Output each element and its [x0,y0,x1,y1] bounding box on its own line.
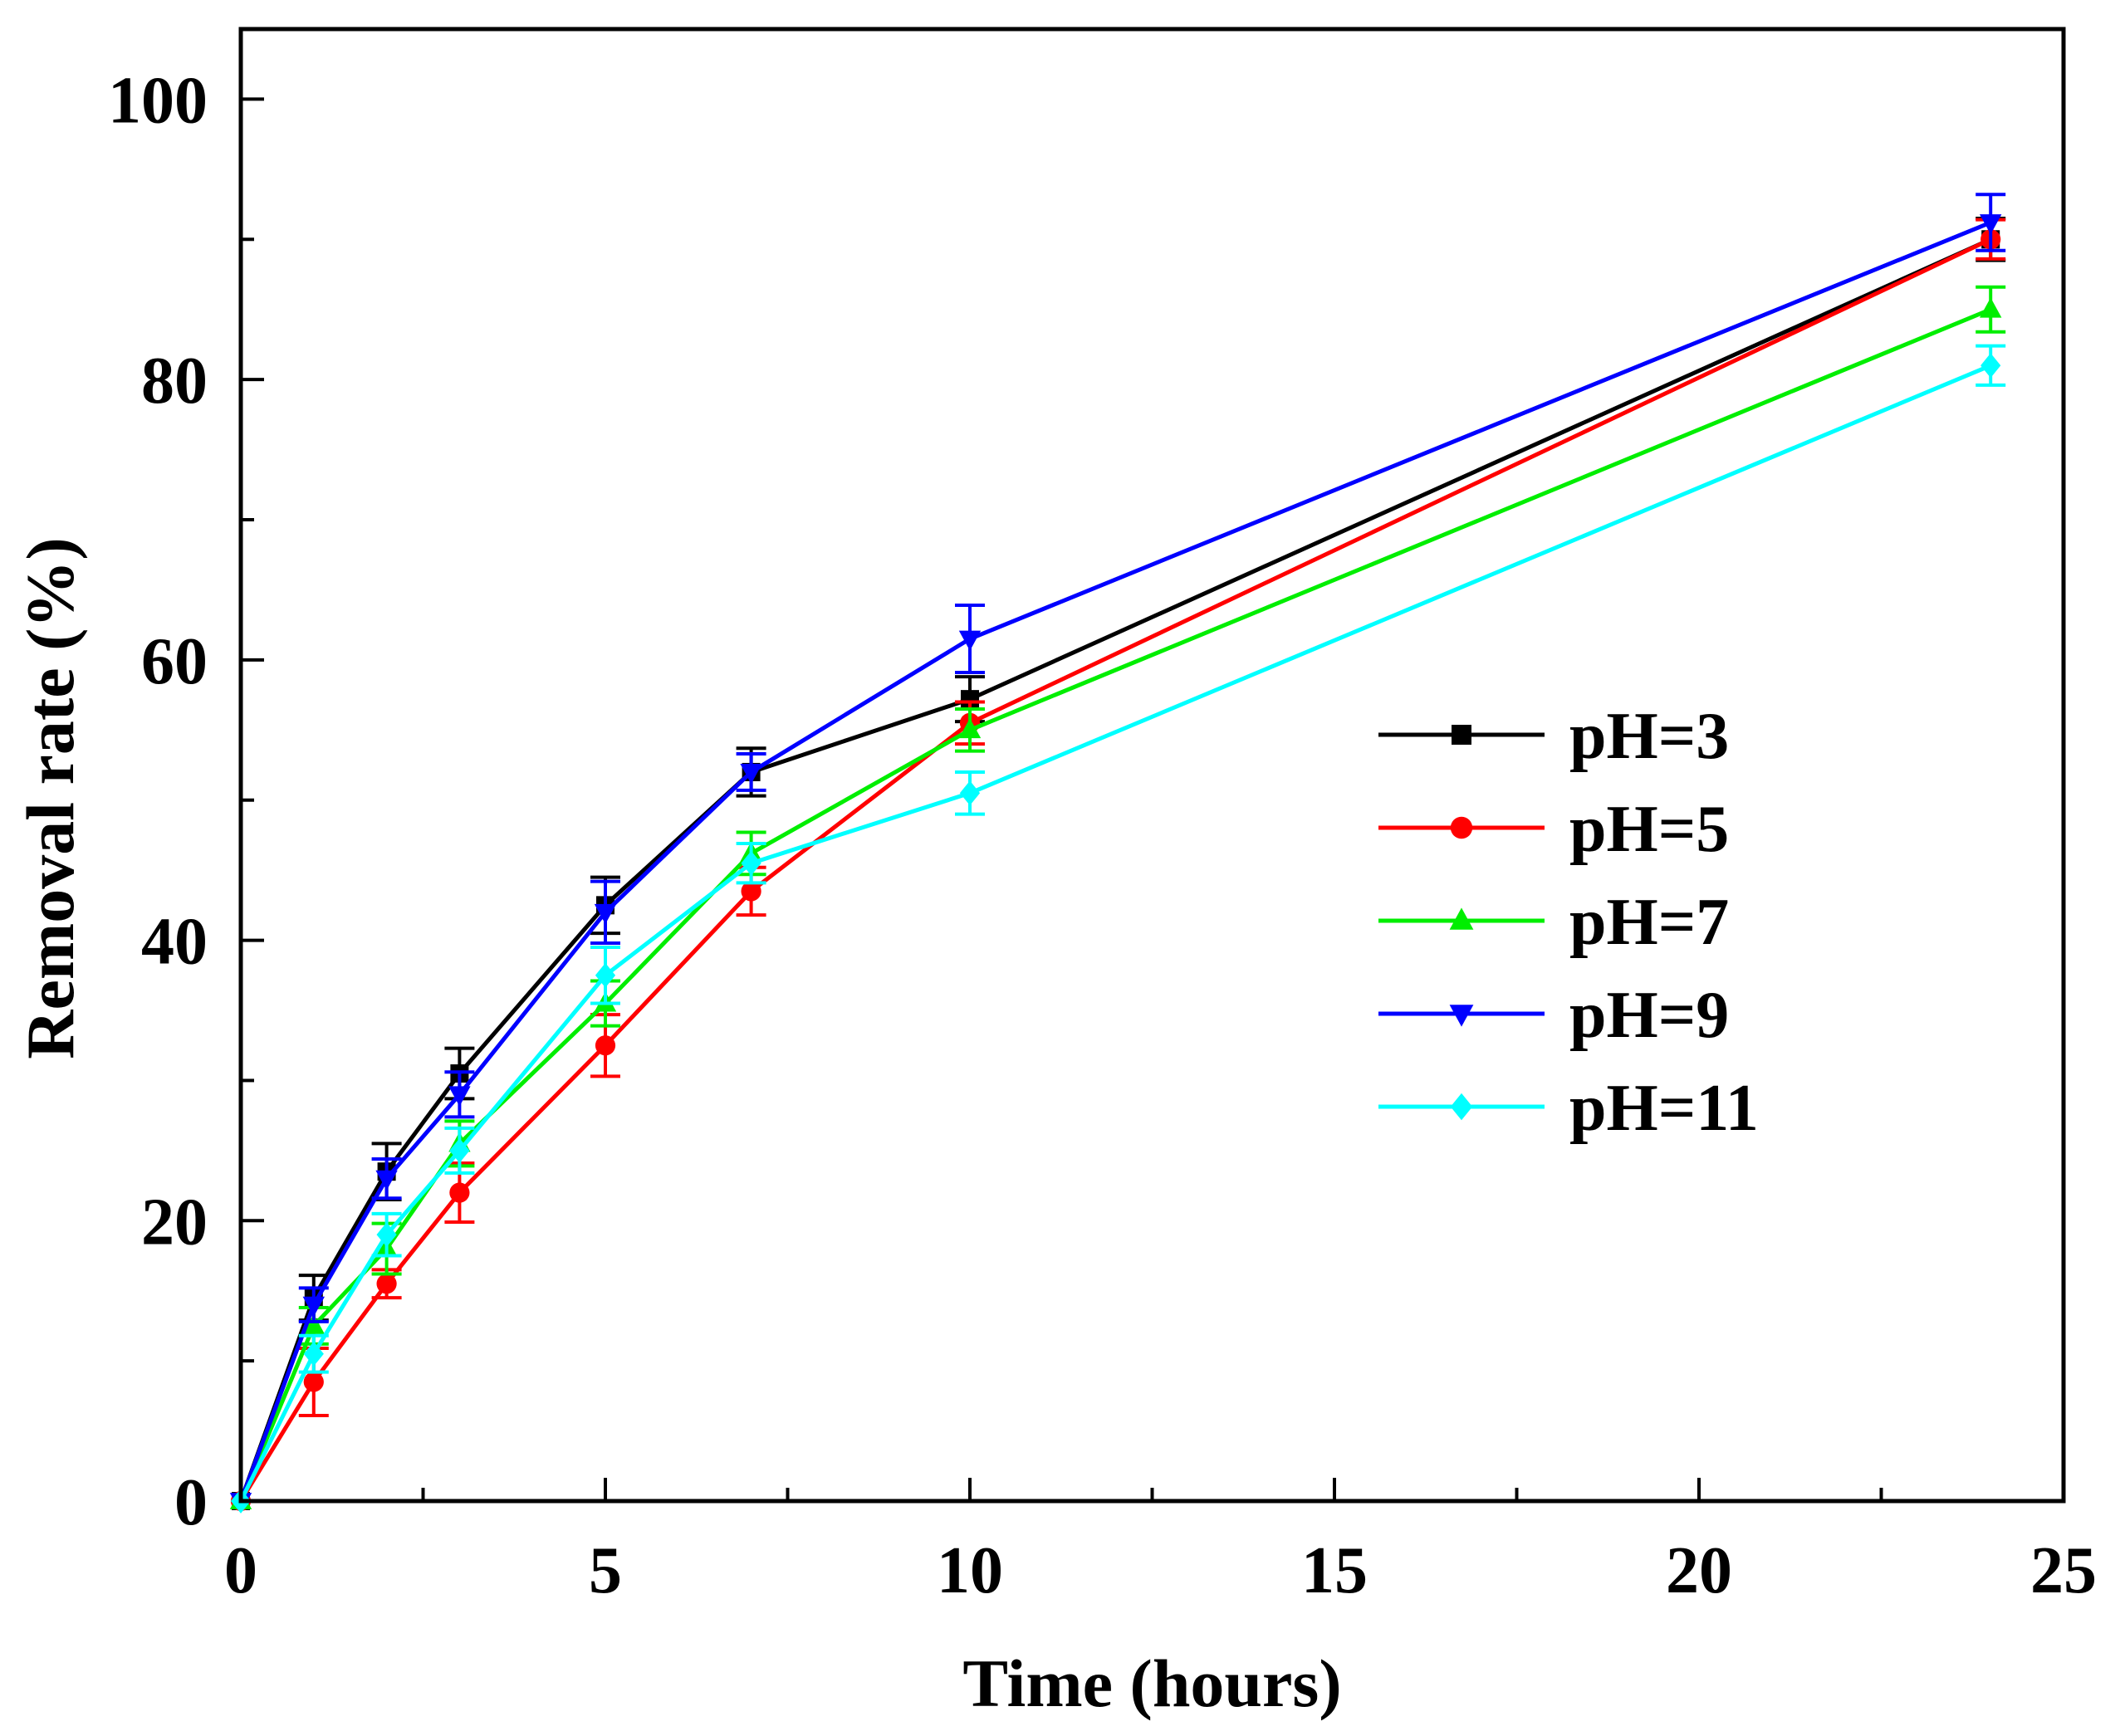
data-point [376,1222,397,1248]
x-axis-title: Time (hours) [962,1646,1341,1721]
legend-item: pH=5 [1378,793,1729,866]
x-tick-label: 20 [1666,1534,1732,1607]
y-tick-label: 80 [141,345,208,418]
legend-item: pH=9 [1378,979,1729,1052]
data-point [303,1341,324,1367]
data-point [448,1086,471,1107]
series-line [238,237,1992,1502]
legend-marker [1450,1093,1473,1121]
y-tick-label: 100 [108,64,208,137]
legend-marker [1449,907,1474,930]
legend-label: pH=3 [1569,700,1729,773]
x-tick-label: 25 [2030,1534,2097,1607]
y-tick-label: 20 [141,1186,208,1259]
data-point [302,1296,325,1317]
data-point [595,962,616,988]
legend-label: pH=11 [1569,1072,1759,1145]
y-tick-label: 40 [141,906,208,979]
data-point [376,1274,397,1294]
series-pH=9 [229,193,2006,1513]
x-tick-label: 10 [937,1534,1003,1607]
data-point [961,690,979,709]
legend-item: pH=7 [1378,886,1729,959]
data-point [959,780,981,806]
y-axis: 0 20 40 60 80 100 [108,64,264,1539]
series-line [238,307,1992,1502]
data-point [375,1170,398,1191]
y-axis-title: Removal rate (%) [12,537,88,1059]
data-point [958,630,982,651]
data-point [449,1138,470,1163]
series-pH=11 [230,344,2006,1513]
data-point [595,1035,616,1056]
legend-item: pH=11 [1378,1072,1759,1145]
data-point [1980,214,2002,235]
legend-label: pH=5 [1569,793,1729,866]
y-tick-label: 60 [141,625,208,698]
data-point [958,717,982,739]
data-point [1980,297,2002,318]
data-point [741,881,761,902]
legend-marker [1452,725,1471,745]
data-point [740,764,762,785]
x-tick-label: 15 [1301,1534,1368,1607]
series-line [238,237,1992,1503]
data-point [741,850,761,876]
data-point [303,1372,324,1392]
plot-area [229,193,2006,1513]
y-tick-label: 0 [174,1466,208,1539]
legend-item: pH=3 [1378,700,1729,773]
data-point [449,1182,470,1203]
legend-label: pH=7 [1569,886,1729,959]
legend: pH=3 pH=5 pH=7 pH=9 pH=11 [1378,700,1759,1145]
x-axis: 0 5 10 15 20 25 [224,1478,2097,1607]
series-line [238,220,1992,1502]
data-point [302,1313,325,1334]
data-point [594,903,617,925]
x-tick-label: 0 [224,1534,257,1607]
x-tick-label: 5 [589,1534,622,1607]
legend-marker [1449,1005,1474,1027]
legend-marker [1450,816,1473,839]
legend-label: pH=9 [1569,979,1729,1052]
data-point [1980,353,2001,379]
plot-frame [238,27,2066,1504]
